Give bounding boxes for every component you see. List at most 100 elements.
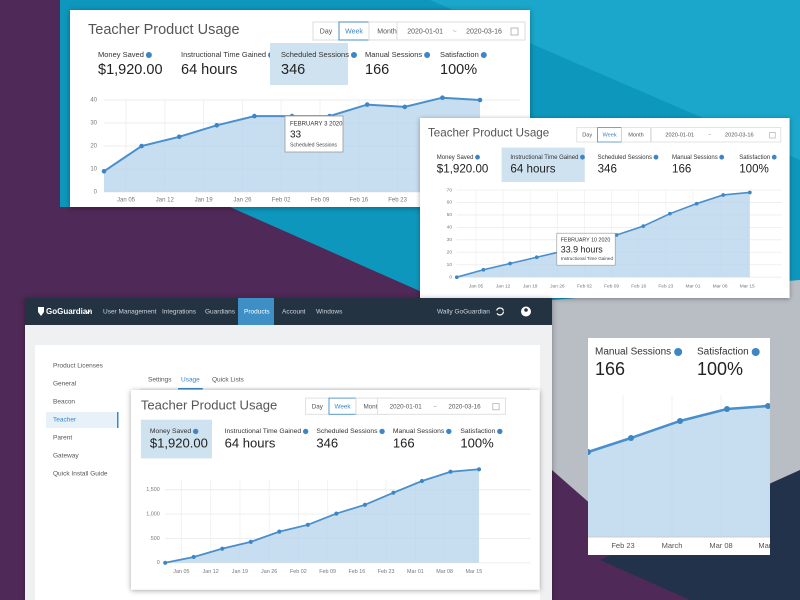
data-point [277, 529, 282, 534]
date-range[interactable] [377, 397, 506, 415]
data-point [362, 502, 367, 507]
sidebar-item[interactable]: Beacon [53, 399, 75, 406]
data-point [220, 546, 225, 551]
nav-item[interactable]: Account [282, 309, 306, 316]
metric-highlight [270, 43, 348, 85]
date-separator: ~ [433, 403, 437, 410]
data-point [508, 261, 512, 266]
nav-item[interactable]: Guardians [205, 309, 236, 316]
metric-value: 64 hours [510, 162, 555, 175]
x-tick-label: Jan 19 [523, 283, 538, 289]
metric-value: 166 [365, 62, 389, 78]
x-tick-label: Mar 15 [466, 569, 483, 575]
metric-value: 346 [316, 435, 338, 450]
area [165, 469, 480, 563]
date-end: 2020-03-16 [448, 403, 481, 410]
info-icon [424, 52, 431, 58]
user-icon-head [524, 308, 528, 312]
range-label[interactable]: Day [582, 133, 592, 139]
sidebar-item[interactable]: Gateway [53, 453, 79, 460]
info-icon [302, 428, 309, 435]
metric-value: $1,920.00 [150, 435, 208, 450]
x-tick-label: Feb 23 [658, 283, 673, 289]
range-button[interactable] [621, 127, 651, 143]
x-tick-label: Feb 16 [349, 569, 366, 575]
tooltip-label: Instructional Time Gained [561, 256, 614, 261]
nav-item[interactable]: Integrations [162, 309, 197, 316]
range-label[interactable]: Month [377, 28, 397, 35]
info-icon [379, 428, 385, 435]
nav-item[interactable]: User Management [103, 309, 157, 316]
x-tick-label: Jan 12 [496, 283, 511, 289]
y-tick-label: 10 [447, 262, 453, 268]
y-tick-label: 0 [157, 560, 160, 566]
x-tick-label: Jan 19 [195, 198, 214, 204]
range-label[interactable]: Month [363, 403, 381, 410]
nav-item[interactable]: Products [244, 309, 270, 316]
metric-label: Satisfaction [697, 347, 749, 358]
x-tick-label: Feb 02 [577, 283, 592, 289]
data-point [391, 490, 396, 495]
sidebar-item[interactable]: Product Licenses [53, 363, 104, 370]
range-label[interactable]: Week [602, 133, 616, 139]
data-point [628, 435, 634, 441]
metric-label: Scheduled Sessions [598, 155, 652, 161]
date-start: 2020-01-01 [407, 28, 443, 35]
sidebar-item[interactable]: Quick Install Guide [53, 471, 108, 478]
range-label[interactable]: Day [312, 403, 324, 410]
range-label[interactable]: Day [320, 28, 333, 35]
refresh-icon[interactable] [495, 307, 505, 316]
metric-label: Money Saved [437, 155, 474, 161]
y-tick-label: 500 [151, 536, 160, 542]
tab[interactable]: Settings [148, 377, 172, 384]
data-point [765, 403, 770, 409]
sidebar-item[interactable]: General [53, 381, 77, 388]
x-tick-label: Jan 05 [469, 283, 484, 289]
info-icon [580, 154, 585, 160]
metric-highlight [140, 419, 212, 459]
y-tick-label: 70 [447, 187, 453, 193]
x-tick-label: Feb 23 [388, 198, 407, 204]
data-point [402, 104, 408, 110]
sidebar-item[interactable]: Teacher [53, 417, 77, 424]
user-name[interactable]: Wally GoGuardian [437, 309, 490, 316]
data-point [614, 233, 619, 237]
metric-label: Manual Sessions [595, 347, 671, 358]
tab[interactable]: Quick Lists [212, 377, 245, 384]
logo: GoGuardian [46, 307, 92, 316]
y-tick-label: 30 [90, 121, 97, 127]
data-point [248, 539, 253, 544]
metric-label: Instructional Time Gained [181, 50, 266, 59]
info-icon [475, 154, 480, 160]
x-tick-label: Jan 26 [550, 283, 565, 289]
range-label[interactable]: Week [335, 403, 352, 410]
info-icon [497, 428, 503, 435]
tooltip-value: 33 [290, 130, 302, 141]
metric-label: Instructional Time Gained [510, 155, 578, 161]
metric-value: 346 [281, 62, 305, 78]
data-point [101, 169, 107, 174]
usage-card: Teacher Product Usage Day Week Month 2020-01… [131, 390, 540, 590]
tooltip [284, 115, 344, 153]
date-range[interactable] [396, 21, 526, 41]
tab[interactable]: Usage [181, 377, 200, 384]
date-range[interactable] [650, 127, 782, 143]
date-start: 2020-01-01 [390, 403, 423, 410]
range-label[interactable]: Month [628, 133, 644, 139]
data-point [364, 102, 370, 107]
metric-label: Scheduled Sessions [316, 428, 378, 435]
data-point [440, 95, 445, 100]
x-tick-label: Jan 12 [203, 569, 219, 575]
range-label[interactable]: Week [345, 28, 363, 35]
data-point [534, 255, 539, 260]
nav-item[interactable]: Windows [316, 309, 343, 316]
y-tick-label: 50 [447, 212, 453, 218]
x-tick-label: Mar 08 [436, 569, 453, 575]
data-point [252, 113, 257, 119]
y-tick-label: 1,500 [146, 487, 160, 493]
metric-label: Satisfaction [460, 428, 495, 435]
info-icon [446, 428, 452, 435]
sidebar-item[interactable]: Parent [53, 435, 72, 442]
